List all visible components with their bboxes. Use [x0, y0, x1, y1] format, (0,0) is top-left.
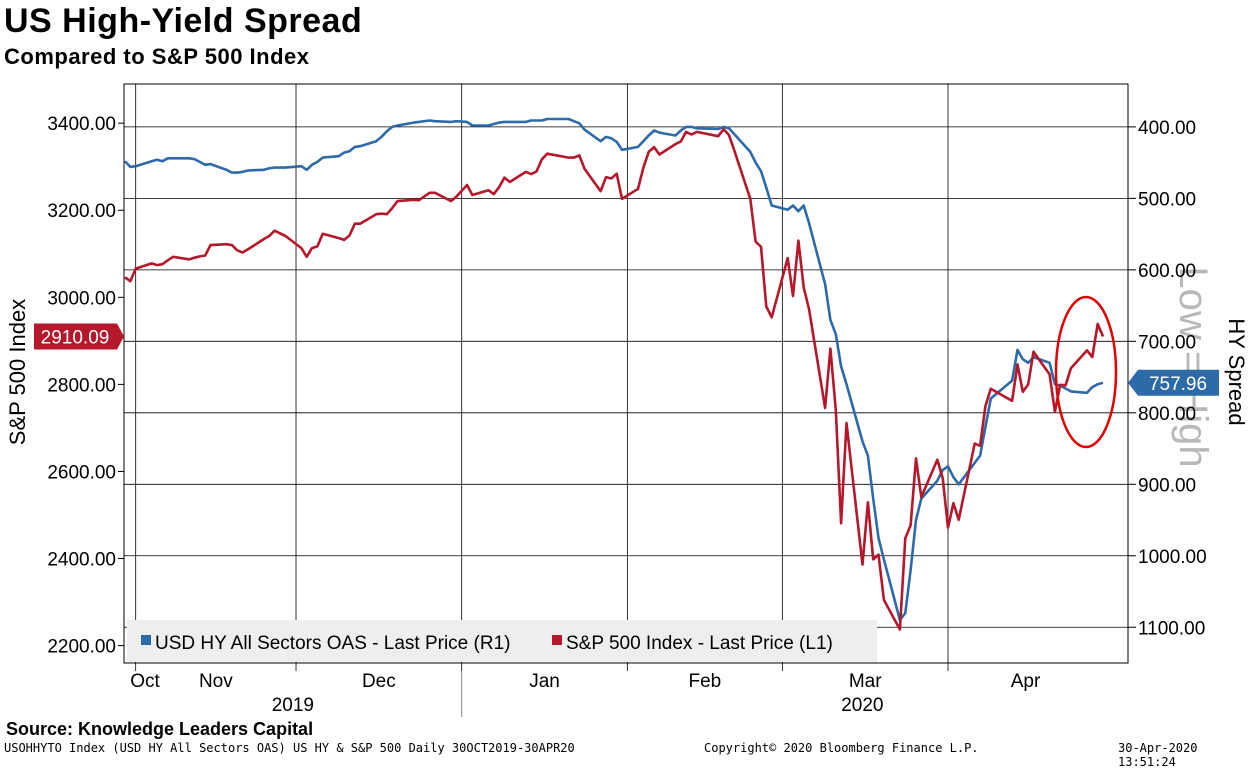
left-tick-label: 2200.00 — [47, 637, 116, 658]
left-tick-label: 3200.00 — [47, 201, 116, 222]
x-month-label: Apr — [1011, 671, 1041, 692]
highlight-ellipse — [1056, 297, 1116, 447]
y-axis-title-right: HY Spread — [1224, 318, 1249, 425]
sp500-line — [125, 129, 1103, 629]
x-month-label: Nov — [199, 671, 233, 692]
last-value-label-right: 757.96 — [1149, 374, 1207, 395]
x-month-label: Feb — [688, 671, 721, 692]
x-year-label: 2019 — [272, 695, 314, 716]
x-month-label: Oct — [130, 671, 160, 692]
hy-spread-line — [125, 119, 1103, 620]
series-lines — [125, 119, 1103, 630]
watermark: Low = High — [1171, 266, 1215, 467]
right-tick-label: 500.00 — [1138, 189, 1196, 210]
plot-frame — [124, 84, 1128, 663]
x-year-label: 2020 — [841, 695, 883, 716]
x-month-label: Dec — [362, 671, 396, 692]
watermark-text: Low = High — [1171, 266, 1215, 467]
right-tick-label: 1000.00 — [1138, 547, 1207, 568]
last-value-label-left: 2910.09 — [41, 327, 110, 348]
legend: USD HY All Sectors OAS - Last Price (R1)… — [127, 620, 877, 662]
y-axis-title-left: S&P 500 Index — [5, 299, 30, 445]
legend-swatch-sp500 — [552, 635, 562, 645]
left-tick-label: 2400.00 — [47, 550, 116, 571]
left-tick-label: 3400.00 — [47, 114, 116, 135]
right-tick-label: 600.00 — [1138, 261, 1196, 282]
x-month-label: Mar — [849, 671, 882, 692]
legend-swatch-hy — [141, 635, 151, 645]
left-tick-label: 2800.00 — [47, 375, 116, 396]
right-tick-label: 700.00 — [1138, 332, 1196, 353]
right-tick-label: 1100.00 — [1138, 618, 1205, 639]
annotation — [1056, 297, 1116, 447]
left-tick-label: 3000.00 — [47, 288, 116, 309]
right-tick-label: 900.00 — [1138, 475, 1196, 496]
footer-timestamp: 30-Apr-2020 13:51:24 — [1118, 741, 1251, 769]
grid-lines — [124, 84, 1128, 671]
legend-label-sp500: S&P 500 Index - Last Price (L1) — [566, 633, 833, 654]
x-month-label: Jan — [529, 671, 560, 692]
footer-ticker-line: USOHHYTO Index (USD HY All Sectors OAS) … — [4, 741, 575, 755]
source-note: Source: Knowledge Leaders Capital — [6, 719, 313, 740]
right-tick-label: 400.00 — [1138, 118, 1196, 139]
footer-copyright: Copyright© 2020 Bloomberg Finance L.P. — [704, 741, 979, 755]
right-tick-label: 800.00 — [1138, 404, 1196, 425]
legend-label-hy: USD HY All Sectors OAS - Last Price (R1) — [155, 633, 510, 654]
left-tick-label: 2600.00 — [47, 462, 116, 483]
